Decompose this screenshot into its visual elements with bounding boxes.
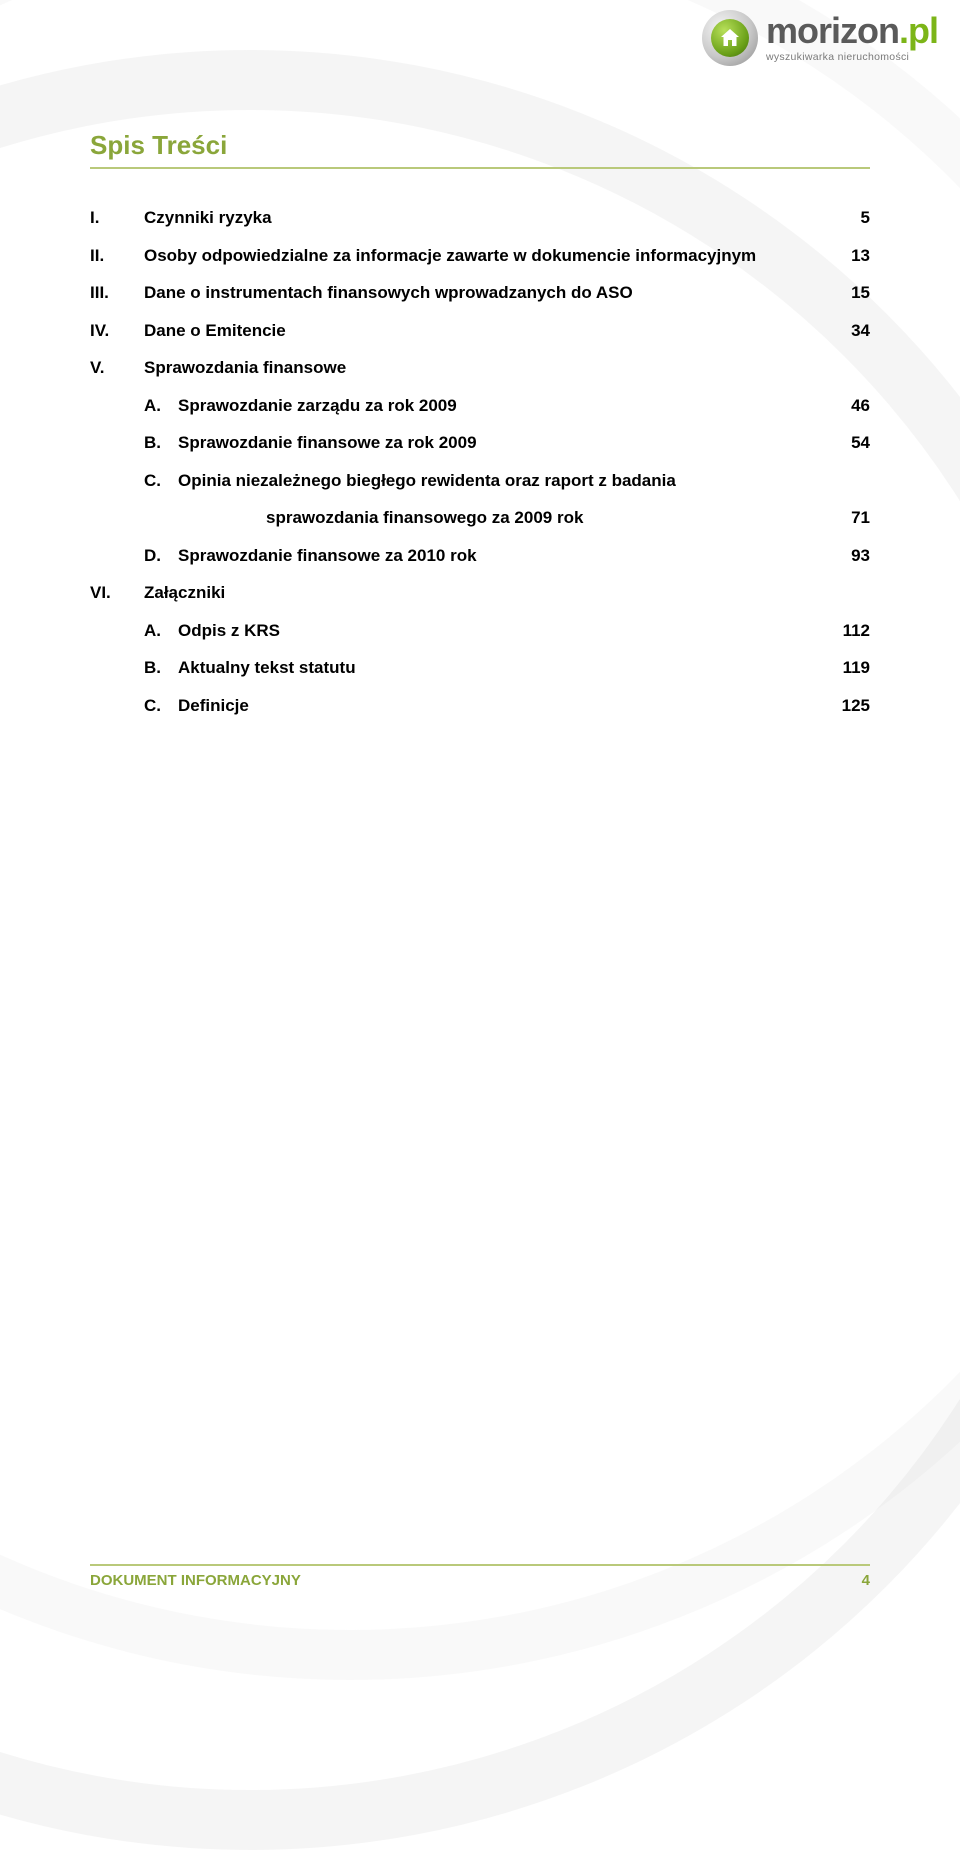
toc-number: B. (144, 655, 178, 681)
table-of-contents: I.Czynniki ryzyka5 II.Osoby odpowiedzialn… (90, 205, 870, 718)
brand-logo: morizon.pl wyszukiwarka nieruchomości (702, 10, 938, 66)
page-footer: DOKUMENT INFORMACYJNY 4 (90, 1564, 870, 1589)
toc-sublist: A.Odpis z KRS112 B.Aktualny tekst statutu… (144, 618, 870, 719)
logo-text: morizon.pl wyszukiwarka nieruchomości (766, 13, 938, 63)
toc-label: Sprawozdanie finansowe za rok 2009 (178, 430, 820, 456)
page-content: Spis Treści I.Czynniki ryzyka5 II.Osoby o… (90, 130, 870, 730)
toc-number: I. (90, 205, 144, 231)
toc-page: 93 (820, 543, 870, 569)
toc-page (820, 468, 870, 494)
toc-row: C.Definicje125 (144, 693, 870, 719)
toc-page: 34 (820, 318, 870, 344)
toc-number: C. (144, 693, 178, 719)
toc-row: II.Osoby odpowiedzialne za informacje za… (90, 243, 870, 269)
toc-number: V. (90, 355, 144, 381)
toc-page: 13 (820, 243, 870, 269)
logo-wordmark: morizon.pl (766, 13, 938, 49)
toc-page (820, 580, 870, 606)
toc-row: I.Czynniki ryzyka5 (90, 205, 870, 231)
toc-row: III.Dane o instrumentach finansowych wpr… (90, 280, 870, 306)
toc-number: VI. (90, 580, 144, 606)
toc-label: Dane o Emitencie (144, 318, 820, 344)
toc-number: A. (144, 393, 178, 419)
toc-row: B.Sprawozdanie finansowe za rok 200954 (144, 430, 870, 456)
toc-number: D. (144, 543, 178, 569)
toc-page: 54 (820, 430, 870, 456)
toc-row: VI.Załączniki (90, 580, 870, 606)
toc-label: Aktualny tekst statutu (178, 655, 820, 681)
toc-label: sprawozdania finansowego za 2009 rok (266, 505, 820, 531)
toc-label: Sprawozdania finansowe (144, 355, 820, 381)
toc-row: A.Odpis z KRS112 (144, 618, 870, 644)
toc-page: 125 (820, 693, 870, 719)
toc-page: 112 (820, 618, 870, 644)
toc-label: Załączniki (144, 580, 820, 606)
toc-row: V.Sprawozdania finansowe (90, 355, 870, 381)
toc-label: Sprawozdanie zarządu za rok 2009 (178, 393, 820, 419)
toc-label: Odpis z KRS (178, 618, 820, 644)
toc-page: 15 (820, 280, 870, 306)
logo-mark (702, 10, 758, 66)
toc-sublist: A.Sprawozdanie zarządu za rok 200946B.Sp… (144, 393, 870, 569)
toc-number: IV. (90, 318, 144, 344)
logo-word-suffix: .pl (899, 10, 938, 51)
toc-page (820, 355, 870, 381)
toc-page: 71 (820, 505, 870, 531)
house-icon (718, 26, 742, 50)
toc-sublist: sprawozdania finansowego za 2009 rok71 (232, 505, 870, 531)
toc-page: 119 (820, 655, 870, 681)
toc-number (232, 505, 266, 531)
toc-number: III. (90, 280, 144, 306)
logo-word-main: morizon (766, 10, 899, 51)
toc-row: A.Sprawozdanie zarządu za rok 200946 (144, 393, 870, 419)
toc-page: 46 (820, 393, 870, 419)
page-title: Spis Treści (90, 130, 870, 169)
toc-label: Sprawozdanie finansowe za 2010 rok (178, 543, 820, 569)
toc-row: C.Opinia niezależnego biegłego rewidenta… (144, 468, 870, 494)
toc-label: Dane o instrumentach finansowych wprowad… (144, 280, 820, 306)
toc-number: B. (144, 430, 178, 456)
toc-row: IV.Dane o Emitencie34 (90, 318, 870, 344)
footer-page-number: 4 (862, 1572, 870, 1589)
toc-label: Definicje (178, 693, 820, 719)
logo-tagline: wyszukiwarka nieruchomości (766, 51, 938, 63)
toc-label: Opinia niezależnego biegłego rewidenta o… (178, 468, 820, 494)
toc-number: C. (144, 468, 178, 494)
toc-row: sprawozdania finansowego za 2009 rok71 (232, 505, 870, 531)
toc-row: D.Sprawozdanie finansowe za 2010 rok93 (144, 543, 870, 569)
footer-left: DOKUMENT INFORMACYJNY (90, 1572, 301, 1589)
toc-number: A. (144, 618, 178, 644)
toc-row: B.Aktualny tekst statutu119 (144, 655, 870, 681)
toc-label: Osoby odpowiedzialne za informacje zawar… (144, 243, 820, 269)
toc-number: II. (90, 243, 144, 269)
logo-inner (711, 19, 749, 57)
toc-label: Czynniki ryzyka (144, 205, 820, 231)
toc-page: 5 (820, 205, 870, 231)
